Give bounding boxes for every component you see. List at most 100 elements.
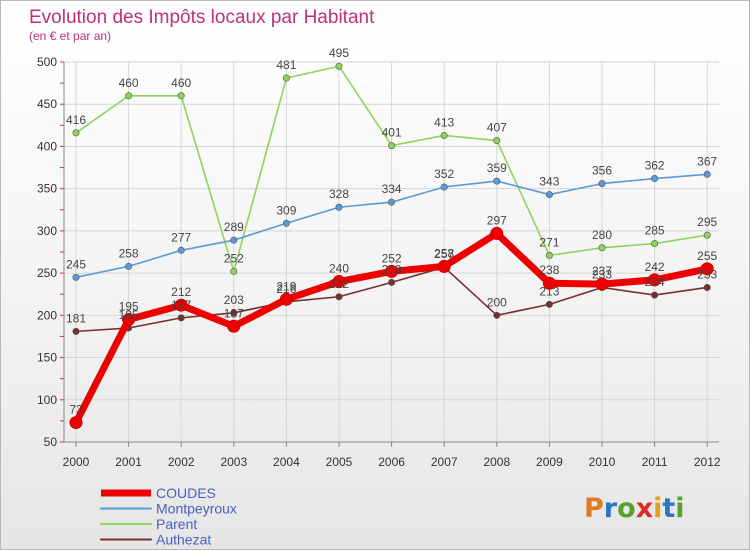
data-label-coudes: 187	[224, 306, 244, 320]
data-point-coudes	[332, 275, 346, 289]
data-label-coudes: 255	[697, 249, 717, 263]
data-label-parent: 280	[592, 228, 612, 242]
data-point-parent	[72, 129, 80, 137]
data-point-parent	[651, 240, 659, 248]
data-point-authezat	[703, 283, 711, 291]
data-point-parent	[335, 62, 343, 70]
data-label-parent: 495	[329, 46, 349, 60]
data-point-montpeyroux	[651, 175, 659, 183]
data-label-parent: 460	[119, 76, 139, 90]
data-label-authezat: 257	[434, 247, 454, 261]
data-point-parent	[230, 267, 238, 275]
data-label-montpeyroux: 309	[276, 203, 296, 217]
data-point-authezat	[493, 311, 501, 319]
data-label-authezat: 233	[697, 267, 717, 281]
data-point-authezat	[72, 327, 80, 335]
legend-label-authezat: Authezat	[156, 532, 211, 548]
data-label-montpeyroux: 343	[539, 175, 559, 189]
data-label-authezat: 239	[382, 262, 402, 276]
data-label-montpeyroux: 352	[434, 167, 454, 181]
chart-subtitle: (en € et par an)	[29, 29, 111, 43]
data-label-parent: 481	[276, 58, 296, 72]
series-lines	[69, 62, 714, 430]
data-point-authezat	[651, 291, 659, 299]
data-point-montpeyroux	[388, 198, 396, 206]
data-point-montpeyroux	[230, 236, 238, 244]
data-point-parent	[703, 231, 711, 239]
x-tick-label: 2002	[168, 455, 195, 469]
data-point-authezat	[230, 309, 238, 317]
data-point-parent	[440, 131, 448, 139]
data-label-authezat: 185	[119, 308, 139, 322]
data-point-coudes	[648, 273, 662, 287]
y-tick-label: 500	[37, 55, 57, 69]
data-label-coudes: 219	[276, 279, 296, 293]
y-tick-label: 100	[37, 393, 57, 407]
y-tick-label: 350	[37, 182, 57, 196]
legend-label-coudes: COUDES	[156, 485, 216, 501]
logo-text: Proxiti	[584, 493, 685, 524]
data-point-montpeyroux	[335, 203, 343, 211]
data-labels: 416 460 460 252 481 495 401 413 407 271 280 285 295 2…	[66, 46, 718, 416]
data-point-montpeyroux	[545, 191, 553, 199]
data-point-coudes	[279, 292, 293, 306]
data-label-authezat: 233	[592, 267, 612, 281]
data-label-coudes: 212	[171, 285, 191, 299]
data-point-authezat	[177, 314, 185, 322]
data-label-parent: 460	[171, 76, 191, 90]
data-label-parent: 407	[487, 121, 507, 135]
x-tick-label: 2005	[326, 455, 353, 469]
x-tick-label: 2007	[431, 455, 458, 469]
data-label-parent: 401	[382, 126, 402, 140]
data-point-coudes	[542, 276, 556, 290]
data-point-montpeyroux	[125, 262, 133, 270]
data-label-coudes: 238	[539, 263, 559, 277]
data-point-coudes	[174, 298, 188, 312]
data-point-coudes	[490, 226, 504, 240]
data-point-coudes	[122, 313, 136, 327]
data-label-coudes: 73	[69, 403, 83, 417]
data-label-montpeyroux: 359	[487, 161, 507, 175]
data-point-parent	[125, 92, 133, 100]
x-tick-label: 2000	[63, 455, 90, 469]
data-point-authezat	[388, 278, 396, 286]
data-point-authezat	[335, 293, 343, 301]
data-label-montpeyroux: 367	[697, 154, 717, 168]
data-label-coudes: 240	[329, 262, 349, 276]
x-tick-label: 2009	[536, 455, 563, 469]
data-label-coudes: 195	[119, 300, 139, 314]
data-label-parent: 416	[66, 113, 86, 127]
data-point-coudes	[385, 264, 399, 278]
x-tick-label: 2006	[378, 455, 405, 469]
data-point-coudes	[437, 259, 451, 273]
data-label-authezat: 197	[171, 298, 191, 312]
data-point-montpeyroux	[440, 183, 448, 191]
data-label-coudes: 258	[434, 246, 454, 260]
data-label-montpeyroux: 289	[224, 220, 244, 234]
data-point-parent	[388, 142, 396, 150]
data-label-authezat: 216	[276, 282, 296, 296]
data-label-parent: 295	[697, 215, 717, 229]
data-label-authezat: 222	[329, 277, 349, 291]
data-label-montpeyroux: 362	[645, 159, 665, 173]
x-tick-label: 2011	[642, 455, 668, 469]
x-tick-label: 2008	[483, 455, 510, 469]
data-label-montpeyroux: 277	[171, 230, 191, 244]
y-tick-label: 200	[37, 308, 57, 322]
legend-label-montpeyroux: Montpeyroux	[156, 501, 237, 517]
y-tick-label: 450	[37, 97, 57, 111]
y-tick-label: 250	[37, 266, 57, 280]
y-tick-label: 150	[37, 351, 57, 365]
data-point-coudes	[227, 319, 241, 333]
data-point-parent	[177, 92, 185, 100]
data-point-coudes	[69, 416, 83, 430]
data-label-authezat: 181	[66, 311, 86, 325]
data-point-coudes	[595, 277, 609, 291]
data-label-coudes: 242	[645, 260, 665, 274]
data-label-montpeyroux: 356	[592, 164, 612, 178]
x-tick-label: 2004	[273, 455, 300, 469]
chart-title: Evolution des Impôts locaux par Habitant	[29, 7, 375, 28]
y-tick-label: 50	[44, 435, 58, 449]
